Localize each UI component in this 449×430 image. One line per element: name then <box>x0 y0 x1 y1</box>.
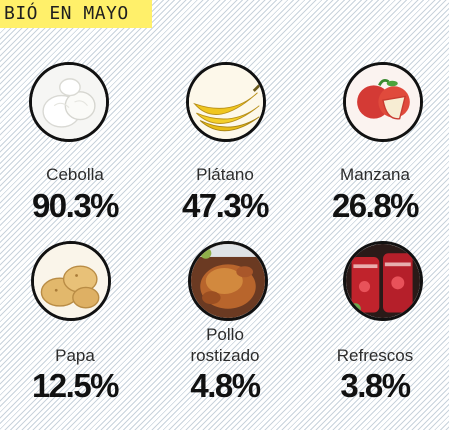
banner-text: BIÓ EN MAYO <box>4 3 129 24</box>
item-label: Cebolla <box>46 165 104 184</box>
item-label: Refrescos <box>336 346 414 365</box>
item-papa: Papa 12.5% <box>0 0 150 430</box>
item-percentage: 26.8% <box>331 187 420 224</box>
item-refrescos: Refrescos 3.8% <box>300 0 449 430</box>
item-manzana: Manzana 26.8% <box>300 0 449 430</box>
item-percentage: 12.5% <box>31 367 120 404</box>
apple-icon <box>343 62 423 142</box>
item-label-line1: Pollo <box>206 325 244 344</box>
item-pollo-rostizado: Pollo rostizado 4.8% <box>150 0 300 430</box>
soft-drinks-icon <box>343 241 423 321</box>
item-label-line2: rostizado <box>190 346 260 365</box>
item-cebolla: Cebolla 90.3% <box>0 0 150 430</box>
item-platano: Plátano 47.3% <box>150 0 300 430</box>
item-label: Manzana <box>340 165 410 184</box>
banana-icon <box>186 62 266 142</box>
item-percentage: 3.8% <box>340 367 411 404</box>
onion-icon <box>29 62 109 142</box>
item-label: Papa <box>55 346 95 365</box>
item-percentage: 4.8% <box>190 367 261 404</box>
item-percentage: 47.3% <box>181 187 270 224</box>
potato-icon <box>31 241 111 321</box>
roast-chicken-icon <box>188 241 268 321</box>
header-banner: BIÓ EN MAYO <box>0 0 152 28</box>
item-label: Plátano <box>196 165 254 184</box>
item-percentage: 90.3% <box>31 187 120 224</box>
